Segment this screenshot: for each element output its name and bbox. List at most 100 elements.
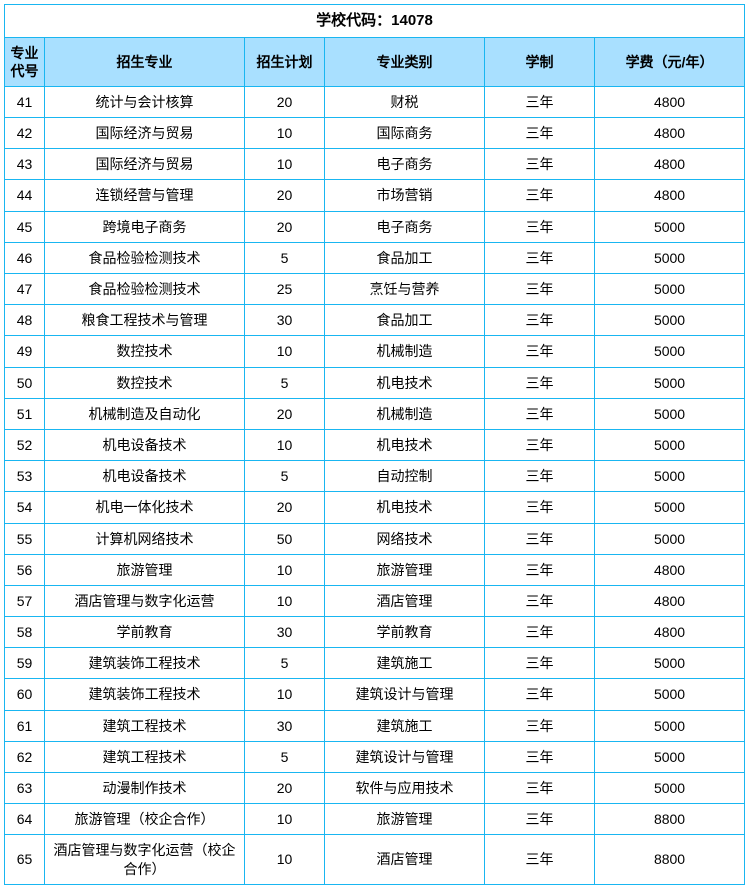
table-cell: 三年 [485,242,595,273]
table-cell: 62 [5,741,45,772]
table-cell: 4800 [595,149,745,180]
table-cell: 机电设备技术 [45,461,245,492]
table-cell: 10 [245,336,325,367]
table-cell: 20 [245,211,325,242]
table-cell: 25 [245,274,325,305]
table-cell: 50 [245,523,325,554]
table-cell: 建筑工程技术 [45,710,245,741]
table-cell: 三年 [485,804,595,835]
table-row: 57酒店管理与数字化运营10酒店管理三年4800 [5,585,745,616]
table-cell: 8800 [595,804,745,835]
table-cell: 机电技术 [325,492,485,523]
table-cell: 建筑设计与管理 [325,679,485,710]
table-row: 63动漫制作技术20软件与应用技术三年5000 [5,773,745,804]
table-cell: 61 [5,710,45,741]
table-cell: 30 [245,710,325,741]
table-cell: 5000 [595,461,745,492]
table-cell: 三年 [485,118,595,149]
table-cell: 三年 [485,274,595,305]
table-cell: 机电技术 [325,429,485,460]
table-cell: 41 [5,86,45,117]
table-row: 41统计与会计核算20财税三年4800 [5,86,745,117]
table-cell: 5000 [595,398,745,429]
table-cell: 59 [5,648,45,679]
table-cell: 学前教育 [325,617,485,648]
table-cell: 数控技术 [45,367,245,398]
table-cell: 机电设备技术 [45,429,245,460]
table-cell: 电子商务 [325,211,485,242]
table-cell: 48 [5,305,45,336]
table-cell: 20 [245,492,325,523]
table-cell: 47 [5,274,45,305]
table-cell: 5000 [595,741,745,772]
table-cell: 三年 [485,149,595,180]
table-cell: 粮食工程技术与管理 [45,305,245,336]
table-cell: 5 [245,741,325,772]
table-cell: 建筑施工 [325,710,485,741]
table-row: 55计算机网络技术50网络技术三年5000 [5,523,745,554]
table-cell: 三年 [485,367,595,398]
table-cell: 机电技术 [325,367,485,398]
table-cell: 三年 [485,741,595,772]
table-row: 48粮食工程技术与管理30食品加工三年5000 [5,305,745,336]
table-cell: 旅游管理 [45,554,245,585]
table-cell: 酒店管理与数字化运营（校企合作） [45,835,245,884]
table-row: 44连锁经营与管理20市场营销三年4800 [5,180,745,211]
table-cell: 5000 [595,242,745,273]
table-cell: 5000 [595,710,745,741]
table-row: 62建筑工程技术5建筑设计与管理三年5000 [5,741,745,772]
table-row: 64旅游管理（校企合作）10旅游管理三年8800 [5,804,745,835]
table-cell: 旅游管理 [325,554,485,585]
table-cell: 4800 [595,617,745,648]
table-cell: 46 [5,242,45,273]
table-cell: 建筑装饰工程技术 [45,679,245,710]
table-cell: 43 [5,149,45,180]
table-body: 41统计与会计核算20财税三年480042国际经济与贸易10国际商务三年4800… [5,86,745,884]
table-cell: 市场营销 [325,180,485,211]
table-cell: 10 [245,149,325,180]
col-header-plan: 招生计划 [245,37,325,86]
table-cell: 5000 [595,492,745,523]
table-cell: 计算机网络技术 [45,523,245,554]
table-row: 50数控技术5机电技术三年5000 [5,367,745,398]
school-code-title: 学校代码：14078 [5,5,745,38]
col-header-duration: 学制 [485,37,595,86]
table-cell: 数控技术 [45,336,245,367]
table-row: 42国际经济与贸易10国际商务三年4800 [5,118,745,149]
table-cell: 20 [245,773,325,804]
table-cell: 5000 [595,523,745,554]
table-cell: 学前教育 [45,617,245,648]
table-cell: 国际经济与贸易 [45,118,245,149]
table-cell: 5000 [595,274,745,305]
table-cell: 三年 [485,429,595,460]
col-header-category: 专业类别 [325,37,485,86]
table-cell: 10 [245,585,325,616]
table-cell: 5000 [595,679,745,710]
table-row: 52机电设备技术10机电技术三年5000 [5,429,745,460]
table-cell: 52 [5,429,45,460]
table-cell: 57 [5,585,45,616]
table-cell: 建筑工程技术 [45,741,245,772]
table-cell: 53 [5,461,45,492]
table-cell: 三年 [485,398,595,429]
table-cell: 电子商务 [325,149,485,180]
table-cell: 5 [245,461,325,492]
table-row: 61建筑工程技术30建筑施工三年5000 [5,710,745,741]
table-cell: 10 [245,835,325,884]
table-cell: 三年 [485,461,595,492]
table-cell: 5 [245,367,325,398]
table-cell: 10 [245,679,325,710]
table-title-row: 学校代码：14078 [5,5,745,38]
table-cell: 三年 [485,336,595,367]
table-cell: 50 [5,367,45,398]
table-cell: 建筑施工 [325,648,485,679]
table-row: 60建筑装饰工程技术10建筑设计与管理三年5000 [5,679,745,710]
table-cell: 建筑装饰工程技术 [45,648,245,679]
table-cell: 自动控制 [325,461,485,492]
table-cell: 三年 [485,305,595,336]
table-cell: 酒店管理 [325,585,485,616]
table-cell: 5000 [595,648,745,679]
table-cell: 4800 [595,180,745,211]
table-cell: 旅游管理 [325,804,485,835]
table-cell: 5000 [595,367,745,398]
